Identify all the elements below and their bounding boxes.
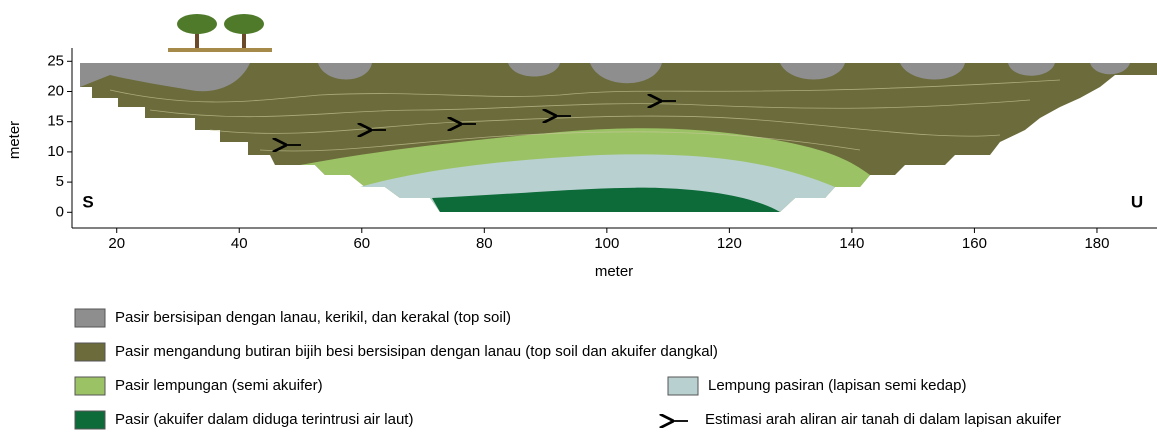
- left-label: S: [82, 192, 93, 211]
- legend-label: Lempung pasiran (lapisan semi kedap): [708, 377, 966, 394]
- x-axis-label: meter: [595, 263, 633, 280]
- legend-swatch: [75, 411, 105, 429]
- legend-swatch: [75, 377, 105, 395]
- x-tick-label: 20: [108, 235, 125, 252]
- legend-label: Pasir lempungan (semi akuifer): [115, 377, 323, 394]
- x-tick-label: 60: [353, 235, 370, 252]
- x-tick-label: 160: [962, 235, 987, 252]
- right-label: U: [1131, 192, 1143, 211]
- x-tick-label: 120: [717, 235, 742, 252]
- tree-icons: [168, 14, 272, 52]
- legend-label: Pasir mengandung butiran bijih besi bers…: [115, 343, 718, 360]
- x-tick-label: 80: [476, 235, 493, 252]
- legend-label: Pasir (akuifer dalam diduga terintrusi a…: [115, 411, 413, 428]
- legend-swatch: [75, 343, 105, 361]
- y-tick-label: 0: [56, 203, 64, 220]
- y-tick-label: 25: [47, 52, 64, 69]
- chart: S U meter meter 20 40 60 80 100 120 140 160 180 0…: [0, 0, 1157, 435]
- y-axis-label: meter: [6, 121, 23, 159]
- legend-label: Pasir bersisipan dengan lanau, kerikil, …: [115, 309, 511, 326]
- x-tick-label: 180: [1084, 235, 1109, 252]
- x-tick-label: 140: [839, 235, 864, 252]
- y-tick-label: 20: [47, 82, 64, 99]
- legend-label: Estimasi arah aliran air tanah di dalam …: [705, 411, 1061, 428]
- y-tick-label: 15: [47, 113, 64, 130]
- x-tick-label: 40: [231, 235, 248, 252]
- legend-swatch: [75, 309, 105, 327]
- legend-swatch: [668, 377, 698, 395]
- x-tick-label: 100: [594, 235, 619, 252]
- y-tick-label: 10: [47, 143, 64, 160]
- y-tick-label: 5: [56, 173, 64, 190]
